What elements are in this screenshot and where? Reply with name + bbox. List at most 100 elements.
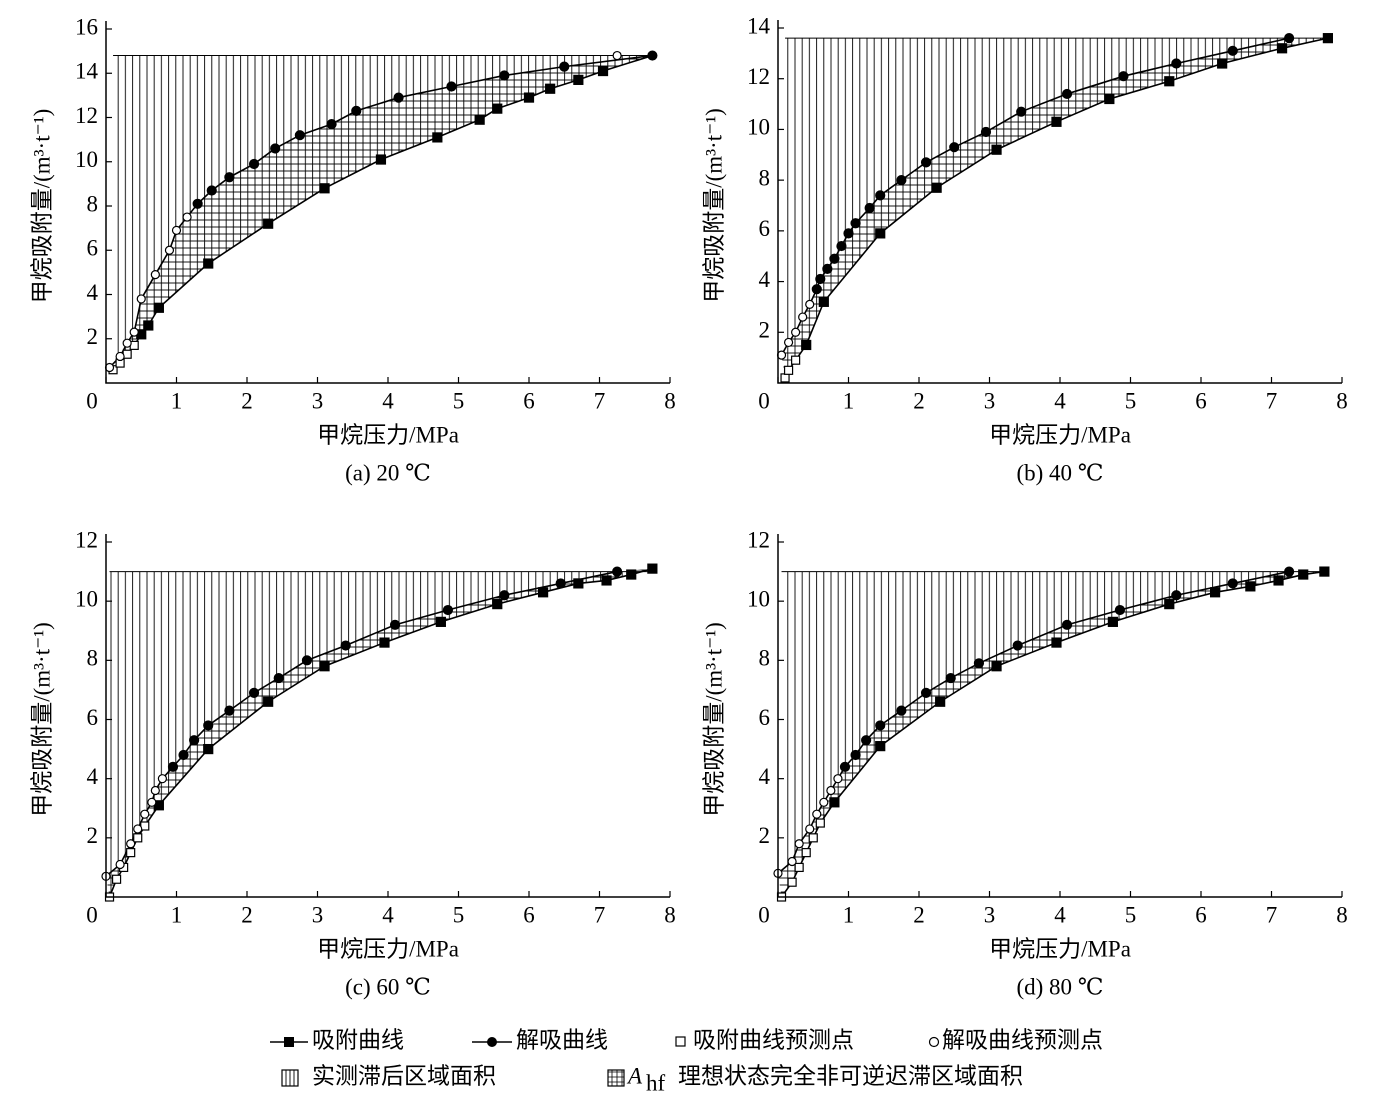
desorption-predicted-point [147, 797, 157, 807]
x-tick-label: 8 [1336, 902, 1348, 927]
ideal-irreversible-area [109, 568, 653, 897]
y-tick-label: 10 [75, 147, 98, 172]
x-tick-label: 0 [86, 902, 98, 927]
x-tick-label: 7 [1266, 902, 1278, 927]
desorption-predicted-point [819, 797, 829, 807]
y-tick-label: 2 [87, 324, 99, 349]
adsorption-point [1164, 599, 1175, 610]
x-tick-label: 5 [453, 388, 465, 413]
y-tick-label: 2 [759, 318, 771, 343]
adsorption-point [1322, 33, 1334, 44]
y-axis-label: 甲烷吸附量/(m³·t⁻¹) [29, 109, 54, 304]
x-tick-label: 8 [1336, 388, 1348, 413]
chart-caption: (c) 60 ℃ [345, 974, 431, 999]
x-tick-label: 8 [664, 902, 676, 927]
desorption-point [301, 655, 313, 666]
adsorption-point [435, 616, 446, 627]
legend-swatch [281, 1069, 299, 1087]
y-tick-label: 4 [759, 267, 771, 292]
y-tick-label: 12 [747, 527, 770, 552]
desorption-point [248, 158, 260, 170]
adsorption-predicted-point [794, 862, 804, 873]
desorption-predicted-point [171, 225, 182, 235]
desorption-point [1118, 71, 1129, 82]
x-tick-label: 7 [594, 902, 606, 927]
adsorption-point [379, 637, 390, 648]
desorption-point [273, 672, 284, 684]
adsorption-point [1107, 616, 1118, 627]
desorption-point [1061, 88, 1073, 100]
desorption-point [839, 761, 851, 772]
x-tick-label: 3 [312, 902, 324, 927]
desorption-predicted-point [794, 839, 804, 849]
desorption-predicted-point [150, 785, 160, 796]
y-tick-label: 12 [75, 103, 98, 128]
legend-label: 解吸曲线预测点 [942, 1027, 1103, 1052]
adsorption-point [1276, 43, 1288, 54]
y-axis-label: 甲烷吸附量/(m³·t⁻¹) [701, 622, 726, 817]
desorption-point [1227, 45, 1238, 56]
x-axis-label: 甲烷压力/MPa [989, 422, 1131, 447]
adsorption-point [597, 65, 609, 77]
x-tick-label: 4 [1054, 902, 1066, 927]
x-tick-label: 2 [913, 902, 925, 927]
adsorption-point [573, 578, 584, 589]
legend-marker [487, 1037, 497, 1047]
adsorption-predicted-point [801, 848, 811, 858]
x-tick-label: 2 [241, 388, 253, 413]
adsorption-point [537, 587, 549, 598]
x-tick-label: 4 [1054, 388, 1066, 413]
x-tick-label: 0 [86, 388, 98, 413]
y-tick-label: 2 [87, 823, 99, 848]
adsorption-predicted-point [808, 833, 818, 843]
ideal-irreversible-area [781, 571, 1325, 897]
adsorption-point [801, 339, 812, 351]
adsorption-predicted-point [126, 848, 136, 858]
adsorption-point [1319, 566, 1330, 577]
desorption-point [850, 218, 861, 229]
desorption-point [203, 720, 214, 731]
desorption-point [192, 198, 203, 209]
legend-label: 吸附曲线预测点 [693, 1027, 854, 1052]
desorption-predicted-point [798, 312, 808, 322]
x-tick-label: 7 [594, 388, 606, 413]
y-tick-label: 12 [747, 64, 770, 89]
ideal-irreversible-area [785, 38, 1328, 378]
desorption-predicted-point [129, 327, 139, 337]
x-tick-label: 4 [382, 388, 394, 413]
x-tick-label: 1 [171, 388, 183, 413]
x-axis-label: 甲烷压力/MPa [989, 936, 1131, 961]
desorption-predicted-point [791, 327, 801, 337]
adsorption-point [1298, 569, 1309, 580]
desorption-predicted-point [787, 856, 797, 867]
desorption-point [555, 578, 566, 589]
desorption-point [446, 81, 457, 92]
adsorption-point [931, 182, 942, 193]
legend-label: 理想状态完全非可逆迟滞区域面积 [678, 1063, 1023, 1088]
adsorption-point [545, 83, 556, 94]
x-tick-label: 8 [664, 388, 676, 413]
desorption-point [559, 61, 570, 72]
y-tick-label: 10 [747, 115, 770, 140]
y-axis-label: 甲烷吸附量/(m³·t⁻¹) [29, 622, 54, 817]
hysteresis-area [106, 568, 653, 897]
desorption-point [270, 143, 281, 154]
adsorption-point [523, 92, 535, 103]
adsorption-point [375, 154, 387, 165]
y-tick-label: 4 [87, 280, 99, 305]
desorption-point [1171, 590, 1182, 601]
desorption-predicted-point [126, 839, 136, 849]
desorption-predicted-point [826, 785, 836, 796]
desorption-point [875, 190, 886, 201]
x-tick-label: 1 [843, 902, 855, 927]
desorption-point [945, 672, 956, 684]
adsorption-predicted-point [791, 355, 801, 365]
desorption-point [920, 157, 932, 168]
legend-swatch [607, 1069, 625, 1087]
x-tick-label: 3 [312, 388, 324, 413]
desorption-point [647, 50, 658, 61]
x-tick-label: 5 [1125, 388, 1137, 413]
adsorption-point [1051, 116, 1062, 127]
adsorption-point [143, 320, 154, 331]
